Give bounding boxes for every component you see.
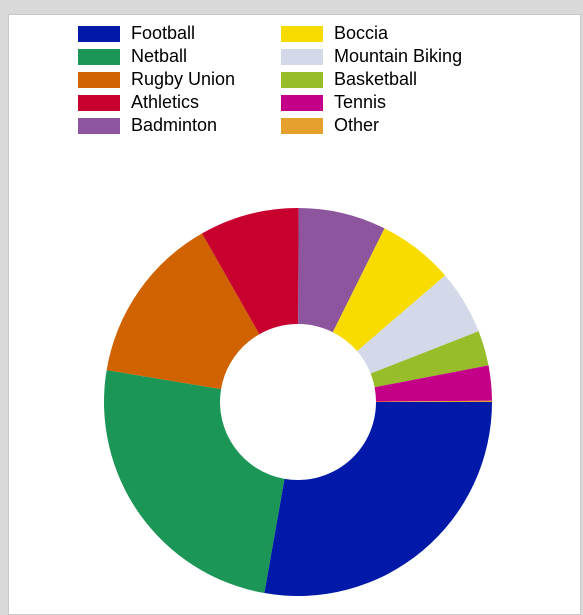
- legend-swatch: [78, 25, 120, 42]
- legend-swatch: [78, 117, 120, 134]
- legend-label: Other: [334, 115, 380, 135]
- chart-legend: Football Boccia Netball Mountain Biking Rugb…: [78, 24, 501, 135]
- legend-item-tennis: Tennis: [281, 93, 501, 112]
- legend-swatch: [78, 94, 120, 111]
- legend-item-netball: Netball: [78, 47, 281, 66]
- legend-item-rugby-union: Rugby Union: [78, 70, 281, 89]
- legend-item-boccia: Boccia: [281, 24, 501, 43]
- legend-item-badminton: Badminton: [78, 116, 281, 135]
- legend-swatch: [78, 71, 120, 88]
- legend-label: Badminton: [131, 115, 218, 135]
- legend-label: Basketball: [334, 69, 418, 89]
- slice-tennis: [374, 365, 492, 402]
- legend-swatch: [281, 25, 323, 42]
- slice-boccia: [332, 228, 446, 352]
- slice-netball: [103, 370, 285, 594]
- slice-mountain-biking: [357, 275, 479, 374]
- legend-item-mountain-biking: Mountain Biking: [281, 47, 501, 66]
- legend-swatch: [78, 48, 120, 65]
- legend-swatch: [281, 117, 323, 134]
- legend-label: Mountain Biking: [334, 46, 463, 66]
- legend-label: Boccia: [334, 23, 389, 43]
- slice-rugby-union: [106, 233, 260, 390]
- legend-item-basketball: Basketball: [281, 70, 501, 89]
- legend-item-athletics: Athletics: [78, 93, 281, 112]
- legend-item-football: Football: [78, 24, 281, 43]
- slice-football: [264, 402, 492, 597]
- legend-label: Tennis: [334, 92, 387, 112]
- legend-swatch: [281, 71, 323, 88]
- legend-label: Netball: [131, 46, 188, 66]
- slice-athletics: [202, 208, 299, 335]
- legend-label: Football: [131, 23, 196, 43]
- slice-basketball: [370, 331, 489, 388]
- legend-item-other: Other: [281, 116, 501, 135]
- legend-swatch: [281, 48, 323, 65]
- legend-label: Rugby Union: [131, 69, 236, 89]
- slice-other: [375, 400, 493, 402]
- slice-badminton: [298, 208, 385, 333]
- legend-swatch: [281, 94, 323, 111]
- legend-label: Athletics: [131, 92, 200, 112]
